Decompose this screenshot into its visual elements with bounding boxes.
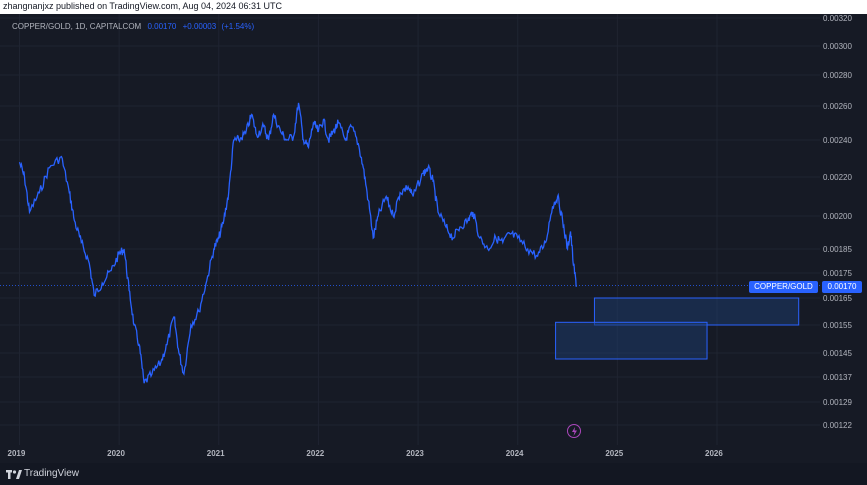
x-tick-label: 2025 (605, 449, 623, 458)
y-tick-label: 0.00220 (823, 173, 852, 182)
x-tick-label: 2021 (207, 449, 225, 458)
y-tick-label: 0.00145 (823, 349, 852, 358)
x-tick-label: 2024 (506, 449, 524, 458)
copper-gold-line (18, 102, 578, 384)
x-tick-label: 2023 (406, 449, 424, 458)
y-tick-label: 0.00122 (823, 421, 852, 430)
time-axis: 2019 2020 2021 2022 2023 2024 2025 2026 (8, 449, 724, 458)
y-tick-label: 0.00240 (823, 136, 852, 145)
y-tick-label: 0.00320 (823, 14, 852, 23)
lightning-icon[interactable] (567, 424, 581, 438)
y-tick-label: 0.00137 (823, 373, 852, 382)
symbol-price-label: COPPER/GOLD (749, 281, 818, 293)
x-tick-label: 2026 (705, 449, 723, 458)
publisher-text: zhangnanjxz published on TradingView.com… (3, 1, 283, 11)
y-tick-label: 0.00165 (823, 294, 852, 303)
rectangle-drawings (555, 297, 800, 360)
y-tick-label: 0.00260 (823, 102, 852, 111)
legend-symbol: COPPER/GOLD, 1D, CAPITALCOM (12, 22, 142, 31)
footer-brand: TradingView (24, 468, 80, 479)
chart-area[interactable] (0, 14, 867, 463)
publisher-bar: zhangnanjxz published on TradingView.com… (0, 0, 867, 14)
last-price-label: 0.00170 (822, 281, 862, 293)
y-tick-label: 0.00155 (823, 321, 852, 330)
y-tick-label: 0.00185 (823, 245, 852, 254)
chart-grid (0, 14, 820, 445)
price-chart[interactable]: 0.00320 0.00300 0.00280 0.00260 0.00240 0.002… (0, 0, 867, 463)
footer: TradingView (0, 463, 867, 485)
symbol-legend: COPPER/GOLD, 1D, CAPITALCOM 0.00170 +0.0… (12, 22, 254, 31)
y-tick-label: 0.00129 (823, 398, 852, 407)
y-tick-label: 0.00200 (823, 212, 852, 221)
target-zone-box (593, 297, 800, 326)
legend-change: +0.00003 (182, 22, 217, 31)
y-tick-label: 0.00280 (823, 71, 852, 80)
tradingview-logo-icon (6, 470, 22, 479)
x-tick-label: 2019 (8, 449, 26, 458)
y-tick-label: 0.00300 (823, 42, 852, 51)
legend-change-pct: (+1.54%) (221, 22, 255, 31)
x-tick-label: 2020 (107, 449, 125, 458)
target-zone-box (555, 321, 708, 360)
x-tick-label: 2022 (306, 449, 324, 458)
y-tick-label: 0.00175 (823, 269, 852, 278)
price-axis: 0.00320 0.00300 0.00280 0.00260 0.00240 0.002… (823, 14, 852, 430)
legend-last: 0.00170 (147, 22, 177, 31)
